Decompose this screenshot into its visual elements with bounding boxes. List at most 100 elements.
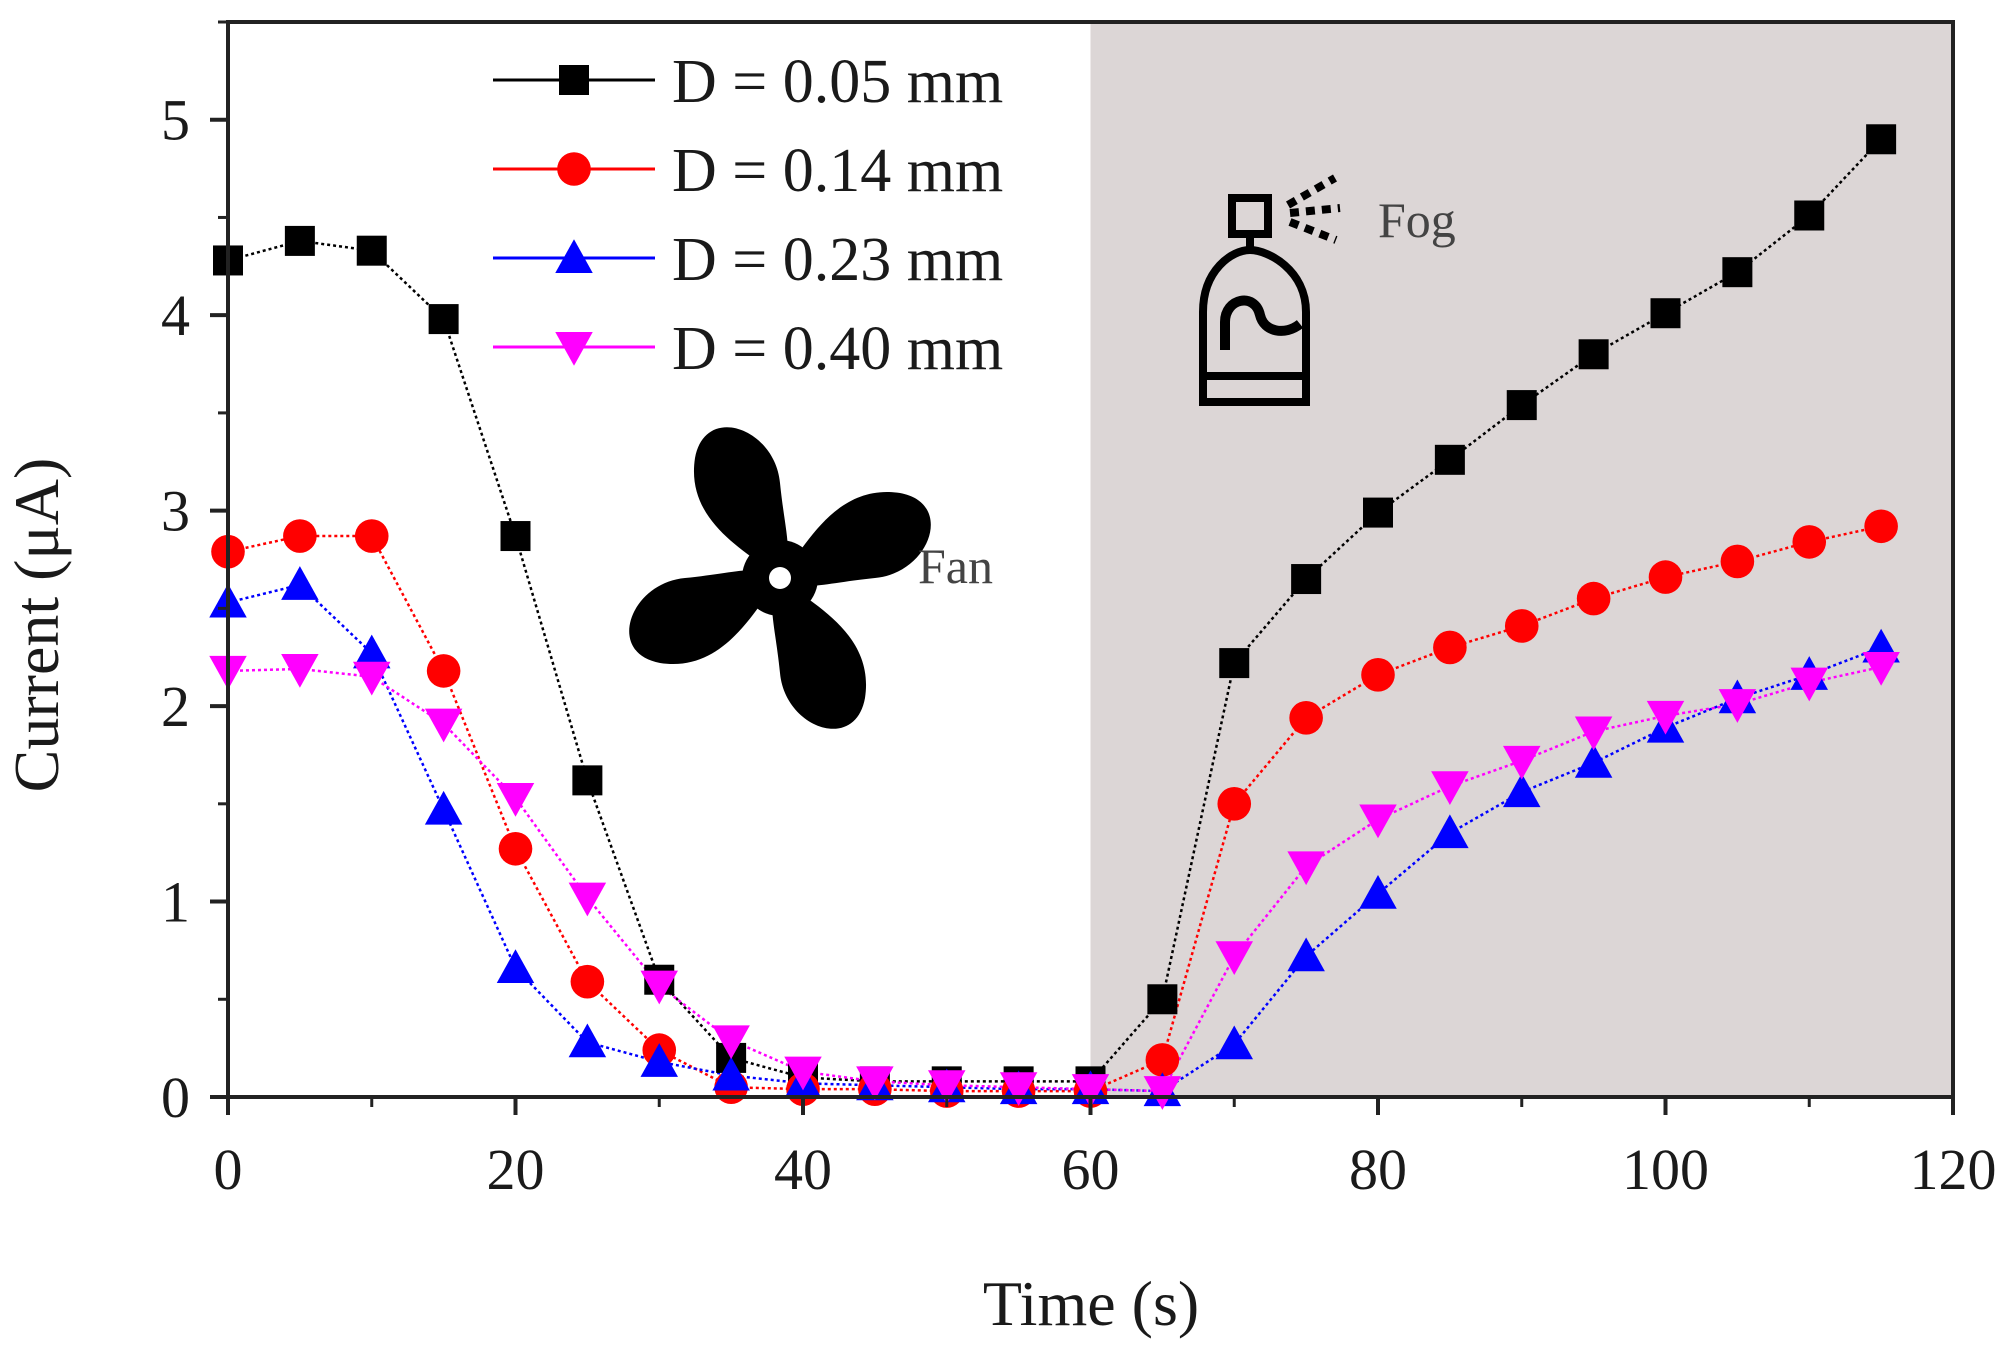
y-tick-label: 5 [161, 88, 190, 153]
data-point-s3-23 [1862, 652, 1900, 686]
legend-label-2: D = 0.23 mm [672, 226, 1003, 294]
data-point-s3-17 [1431, 771, 1469, 805]
data-point-s0-15 [1291, 564, 1322, 595]
data-point-s2-16 [1359, 874, 1397, 909]
x-tick-label: 20 [487, 1137, 545, 1202]
data-point-s2-4 [496, 949, 535, 983]
data-point-s2-3 [424, 790, 463, 825]
data-point-s1-16 [1361, 658, 1395, 692]
data-point-s3-11 [999, 1072, 1038, 1106]
y-axis-title: Current (μA) [1, 458, 72, 793]
data-point-s3-9 [856, 1066, 894, 1101]
data-point-s1-17 [1433, 630, 1467, 665]
data-point-s1-2 [354, 519, 389, 553]
data-point-s3-19 [1574, 716, 1613, 751]
data-point-s1-4 [498, 831, 533, 866]
data-point-s3-6 [640, 970, 678, 1005]
data-point-s3-21 [1718, 689, 1757, 723]
data-point-s1-21 [1720, 544, 1755, 579]
data-point-s0-3 [428, 304, 459, 335]
data-point-s0-21 [1722, 257, 1753, 288]
legend-marker-0 [559, 65, 589, 95]
data-point-s3-20 [1646, 700, 1685, 735]
data-point-s0-19 [1578, 339, 1609, 370]
legend-marker-1 [557, 152, 591, 186]
shaded-region [1090, 22, 1953, 1097]
data-point-s3-15 [1287, 851, 1325, 886]
data-point-s0-16 [1363, 497, 1393, 528]
data-point-s0-22 [1794, 200, 1825, 231]
data-point-s0-14 [1219, 648, 1250, 679]
data-point-s3-3 [424, 708, 463, 743]
series-markers [209, 124, 1900, 1110]
y-tick-label: 4 [161, 283, 190, 348]
legend-label-3: D = 0.40 mm [672, 315, 1003, 383]
data-point-s1-15 [1289, 701, 1323, 735]
data-point-s1-3 [426, 654, 461, 688]
x-tick-label: 80 [1349, 1137, 1407, 1202]
legend-marker-2 [555, 239, 593, 273]
data-point-s3-5 [568, 882, 607, 917]
data-point-s2-1 [281, 566, 319, 600]
axis-ticks [210, 20, 1955, 1115]
data-point-s2-7 [712, 1056, 750, 1091]
data-point-s2-18 [1503, 773, 1541, 808]
x-tick-label: 60 [1062, 1137, 1120, 1202]
legend: D = 0.05 mm D = 0.14 mm D = 0.23 mm D = 0.4… [493, 48, 1003, 383]
data-point-s3-14 [1215, 941, 1253, 976]
y-tick-label: 2 [161, 674, 190, 739]
data-point-s1-18 [1504, 609, 1539, 643]
legend-label-1: D = 0.14 mm [672, 137, 1003, 205]
data-point-s3-8 [784, 1056, 822, 1091]
data-point-s0-5 [572, 765, 603, 796]
data-point-s0-20 [1650, 298, 1681, 329]
fan-label: Fan [918, 538, 993, 594]
y-tick-label: 3 [161, 479, 190, 544]
data-point-s1-23 [1864, 509, 1898, 544]
x-tick-label: 0 [214, 1137, 243, 1202]
data-point-s3-13 [1143, 1076, 1182, 1110]
x-tick-label: 40 [774, 1137, 832, 1202]
data-point-s0-4 [500, 521, 531, 552]
legend-marker-3 [555, 332, 593, 366]
legend-label-0: D = 0.05 mm [672, 48, 1003, 116]
data-point-s3-1 [281, 653, 319, 688]
data-point-s3-2 [353, 661, 391, 696]
data-point-s1-5 [570, 964, 605, 999]
data-point-s2-2 [353, 634, 391, 669]
data-point-s3-10 [928, 1070, 966, 1105]
data-point-s3-4 [496, 782, 535, 817]
data-point-s2-6 [640, 1043, 678, 1077]
data-point-s1-22 [1792, 525, 1827, 559]
data-point-s0-13 [1147, 984, 1178, 1015]
data-point-s0-2 [356, 235, 387, 266]
x-axis-title: Time (s) [983, 1268, 1199, 1339]
data-point-s1-19 [1576, 581, 1611, 616]
data-point-s1-13 [1145, 1043, 1180, 1077]
data-point-s0-18 [1506, 390, 1537, 421]
y-tick-label: 1 [161, 870, 190, 935]
spray-bottle-icon [1199, 174, 1341, 406]
data-point-s3-12 [1071, 1074, 1110, 1108]
data-point-s1-1 [283, 519, 317, 553]
data-point-s2-5 [568, 1023, 607, 1058]
data-point-s1-14 [1217, 787, 1252, 821]
data-point-s3-18 [1503, 745, 1541, 780]
x-tick-label: 100 [1622, 1137, 1709, 1202]
axis-tick-labels: 0 20 40 60 80 100 120 0 1 2 3 4 5 [161, 88, 1997, 1202]
data-point-s0-17 [1434, 444, 1465, 475]
data-point-s3-16 [1359, 804, 1397, 839]
series-line-3 [227, 665, 1882, 1093]
fog-label: Fog [1378, 192, 1456, 248]
data-point-s3-7 [712, 1025, 750, 1060]
fan-icon [629, 427, 931, 729]
data-point-s2-14 [1215, 1025, 1253, 1060]
data-point-s0-1 [284, 225, 315, 256]
y-tick-label: 0 [161, 1065, 190, 1130]
data-point-s2-17 [1431, 814, 1469, 849]
data-point-s2-19 [1574, 744, 1613, 778]
data-point-s0-23 [1866, 124, 1897, 155]
x-tick-label: 120 [1910, 1137, 1997, 1202]
